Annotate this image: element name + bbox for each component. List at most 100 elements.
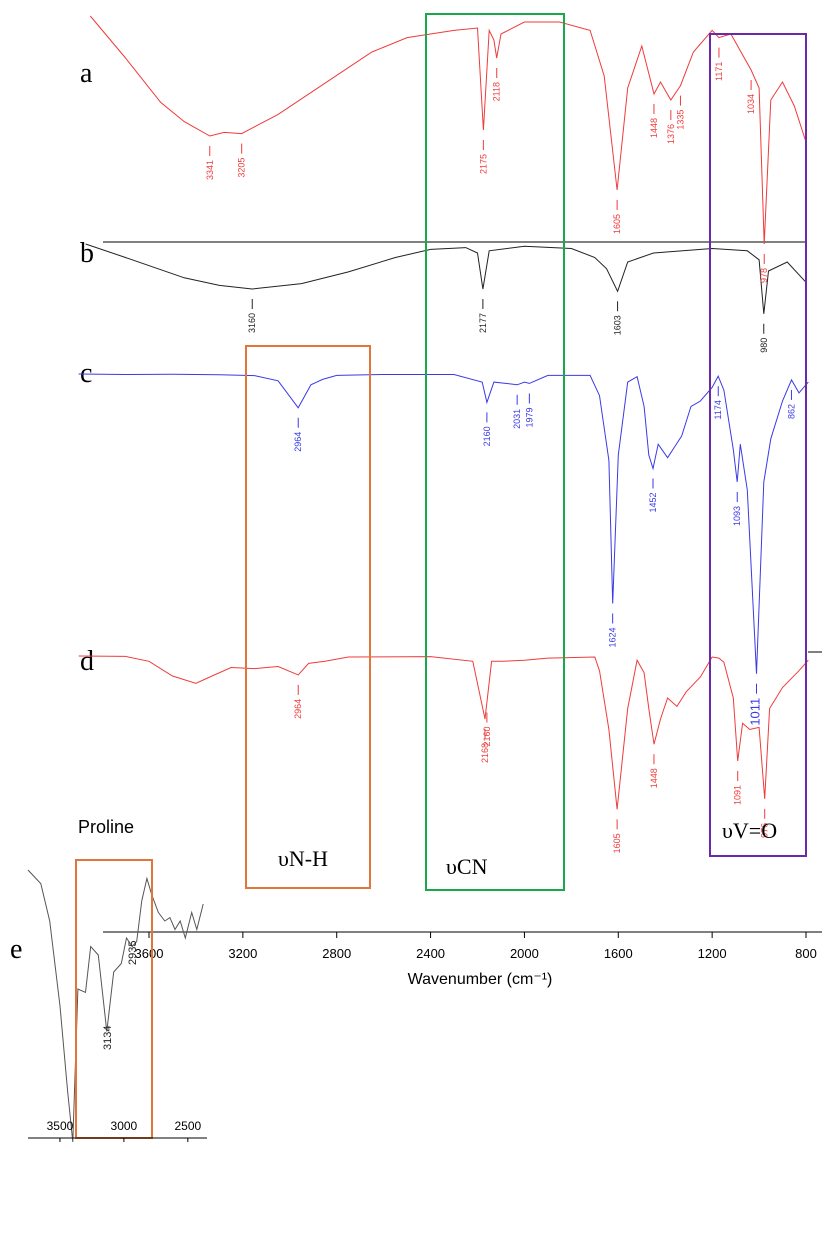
peak-label-text: 978 <box>759 268 769 283</box>
peak-label-text: 2160 <box>482 727 492 747</box>
peak-label-text: 1034 <box>746 94 756 114</box>
x-axis: 3600 3200 2800 2400 2000 1600 1200 800 Wavenumb… <box>103 931 822 988</box>
peak-label-d: 1605 <box>612 819 622 853</box>
peak-label-d: 976 <box>760 808 770 838</box>
peak-label-c: 1624 <box>608 613 618 648</box>
peak-label-text: 2118 <box>492 82 502 101</box>
nh-box-label: υN-H <box>278 846 328 871</box>
inset-tick-label: 3500 <box>47 1119 74 1133</box>
inset-tick-label: 3000 <box>111 1119 138 1133</box>
peak-label-text: 1174 <box>713 400 723 419</box>
peak-label-a: 2175 <box>478 140 488 174</box>
peak-label-c: 862 <box>786 389 796 419</box>
inset-title: Proline <box>78 817 134 837</box>
peak-label-a: 1171 <box>714 47 724 81</box>
peak-label-a: 1376 <box>666 110 676 144</box>
peak-label-a: 3341 <box>205 146 215 180</box>
peak-label-text: 1093 <box>732 506 742 526</box>
peak-label-c: 1011 <box>747 683 762 726</box>
peak-label-a: 1335 <box>675 95 685 130</box>
series-b-line <box>85 243 807 314</box>
peak-label-c: 1979 <box>524 393 534 427</box>
vo-region-box <box>709 33 807 857</box>
proline-inset: Proline 3134 2935 3500 3000 2500 <box>27 817 207 1143</box>
panel-label-b: b <box>80 238 94 269</box>
peak-label-c: 2031 <box>512 394 522 429</box>
peak-label-c: 2964 <box>293 417 303 452</box>
series-a-line <box>89 15 807 245</box>
peak-label-text: 1011 <box>747 698 762 726</box>
panel-label-c: c <box>80 358 92 389</box>
peak-label-b: 2177 <box>478 299 488 333</box>
x-tick-label: 2000 <box>510 946 539 961</box>
peak-label-text: 3160 <box>247 313 257 333</box>
peak-label-d: 1448 <box>649 754 659 788</box>
peak-label-b: 3160 <box>247 299 257 333</box>
peak-label-text: 1624 <box>608 628 618 648</box>
cn-region-box <box>425 13 565 891</box>
peak-label-text: 1605 <box>612 214 622 234</box>
inset-region-box <box>75 859 153 1139</box>
peak-label-text: 1605 <box>612 833 622 853</box>
peak-label-a: 2118 <box>492 68 502 101</box>
peak-label-d: 2964 <box>293 684 303 719</box>
peak-label-text: 2160 <box>482 426 492 446</box>
inset-peak-label: 2935 <box>127 941 139 965</box>
peak-label-c: 1093 <box>732 492 742 526</box>
peak-label-text: 2168 <box>480 743 490 763</box>
peak-label-text: 1091 <box>733 785 743 805</box>
peak-label-text: 3341 <box>205 160 215 180</box>
peak-label-text: 1448 <box>649 118 659 138</box>
peak-label-a: 3205 <box>237 143 247 178</box>
x-tick-label: 800 <box>795 946 817 961</box>
series-d-line <box>78 655 809 810</box>
x-axis-title: Wavenumber (cm⁻¹) <box>408 971 553 988</box>
peak-label-a: 1605 <box>612 200 622 234</box>
peak-label-b: 1603 <box>613 301 623 335</box>
peak-label-text: 980 <box>759 338 769 353</box>
series-e-line <box>27 869 204 1143</box>
x-tick-label: 2800 <box>322 946 351 961</box>
peak-label-d: 2160 <box>482 712 492 747</box>
cn-box-label: υCN <box>446 854 488 879</box>
x-tick-label: 3600 <box>135 946 164 961</box>
peak-label-a: 978 <box>759 254 769 283</box>
peak-label-text: 2964 <box>293 699 303 719</box>
peak-label-text: 1376 <box>666 124 676 144</box>
peak-label-a: 1448 <box>649 104 659 138</box>
peak-label-text: 3205 <box>237 158 247 178</box>
vo-box-label: υV=O <box>722 818 777 843</box>
peak-label-text: 1335 <box>675 110 685 130</box>
inset-peak-label: 3134 <box>102 1026 114 1050</box>
nh-region-box <box>245 345 371 889</box>
panel-label-a: a <box>80 58 93 89</box>
peak-label-text: 862 <box>786 404 796 419</box>
peak-label-c: 1452 <box>648 478 658 513</box>
inset-tick-label: 2500 <box>174 1119 201 1133</box>
peak-label-text: 1979 <box>524 407 534 427</box>
x-tick-label: 1600 <box>604 946 633 961</box>
inset-tick-layer: 3500 3000 2500 <box>47 1119 201 1142</box>
x-tick-label: 3200 <box>228 946 257 961</box>
peak-label-b: 980 <box>759 323 769 353</box>
peak-label-c: 2160 <box>482 412 492 446</box>
peak-label-text: 2031 <box>512 409 522 429</box>
peak-label-d: 2168 <box>480 729 490 763</box>
inset-series-layer: 3134 2935 <box>27 869 204 1143</box>
peak-label-text: 1452 <box>648 493 658 513</box>
peak-label-text: 1171 <box>714 62 724 81</box>
x-tick-layer: 3600 3200 2800 2400 2000 1600 1200 800 <box>135 932 817 961</box>
x-tick-label: 1200 <box>698 946 727 961</box>
peak-label-text: 2177 <box>478 313 488 333</box>
panel-label-d: d <box>80 646 94 677</box>
peak-label-c: 1174 <box>713 386 723 420</box>
peak-label-text: 2964 <box>293 432 303 452</box>
peak-label-a: 1034 <box>746 80 756 114</box>
panel-label-e: e <box>10 934 22 965</box>
peak-label-d: 1091 <box>733 771 743 805</box>
series-c-line <box>78 373 809 674</box>
peak-label-text: 1603 <box>613 315 623 335</box>
x-tick-label: 2400 <box>416 946 445 961</box>
